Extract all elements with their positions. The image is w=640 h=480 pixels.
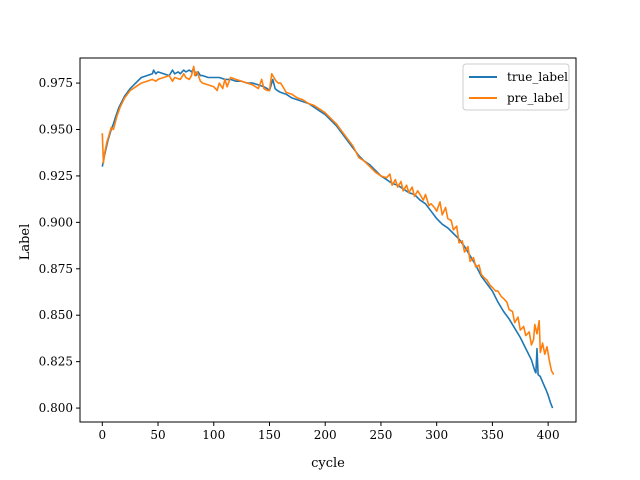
series-layer bbox=[101, 65, 555, 409]
x-tick-label: 200 bbox=[314, 428, 337, 442]
x-axis-label: cycle bbox=[311, 456, 345, 471]
y-tick-label: 0.850 bbox=[39, 308, 73, 322]
legend: true_label pre_label bbox=[462, 63, 570, 111]
x-tick-label: 300 bbox=[425, 428, 448, 442]
legend-label-pre-label: pre_label bbox=[507, 91, 563, 105]
y-axis-label: Label bbox=[18, 224, 33, 261]
x-axis-ticks: 0 50 100 150 200 250 300 350 400 bbox=[98, 422, 560, 442]
x-tick-label: 0 bbox=[98, 428, 106, 442]
y-tick-label: 0.900 bbox=[39, 215, 73, 229]
plot-frame bbox=[79, 57, 577, 423]
y-axis-ticks: 0.800 0.825 0.850 0.875 0.900 0.925 0.950 0.975 bbox=[39, 76, 80, 415]
x-tick-label: 50 bbox=[150, 428, 165, 442]
y-tick-label: 0.875 bbox=[39, 262, 73, 276]
x-tick-label: 400 bbox=[537, 428, 560, 442]
legend-label-true-label: true_label bbox=[507, 70, 568, 84]
x-tick-label: 100 bbox=[202, 428, 225, 442]
y-tick-label: 0.800 bbox=[39, 401, 73, 415]
x-tick-label: 350 bbox=[481, 428, 504, 442]
y-tick-label: 0.975 bbox=[39, 76, 73, 90]
x-tick-label: 150 bbox=[258, 428, 281, 442]
y-tick-label: 0.925 bbox=[39, 169, 73, 183]
x-tick-label: 250 bbox=[369, 428, 392, 442]
series-line-pre-label bbox=[101, 65, 555, 376]
y-tick-label: 0.825 bbox=[39, 355, 73, 369]
y-tick-label: 0.950 bbox=[39, 123, 73, 137]
